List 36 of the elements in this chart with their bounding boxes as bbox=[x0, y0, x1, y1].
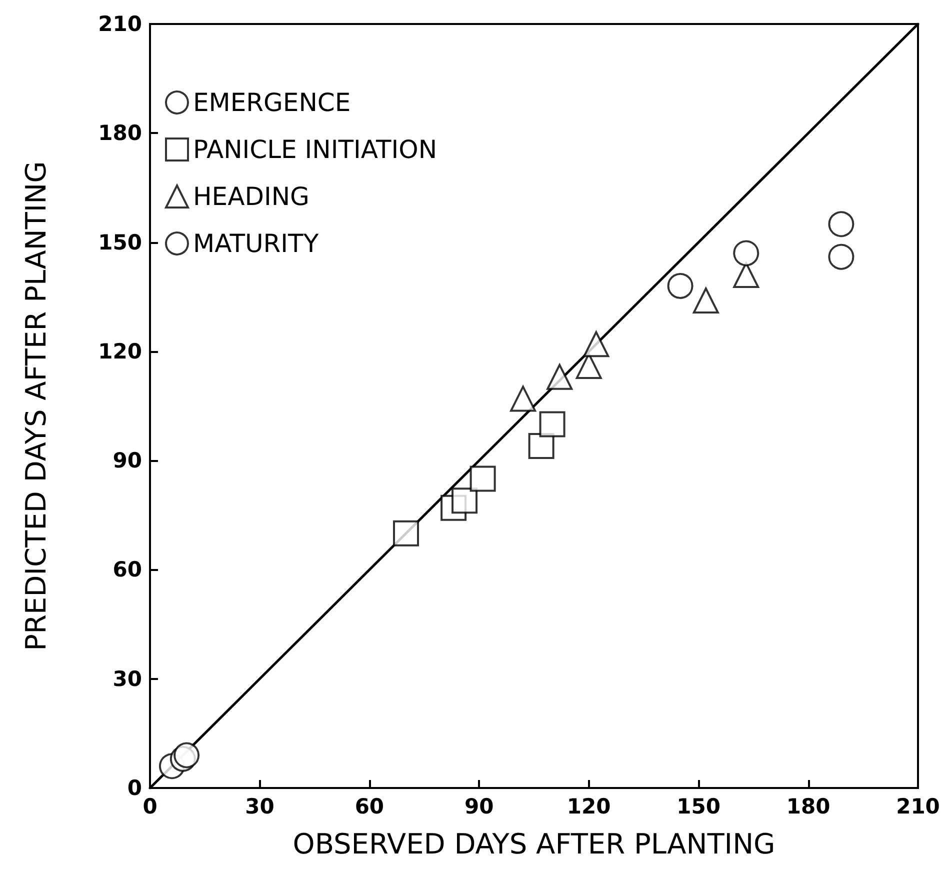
legend-label: MATURITY bbox=[193, 229, 320, 258]
x-tick-label: 30 bbox=[245, 794, 274, 818]
y-tick-label: 60 bbox=[112, 558, 142, 582]
point bbox=[667, 272, 694, 299]
y-axis-title: PREDICTED DAYS AFTER PLANTING bbox=[20, 161, 52, 651]
y-tick-label: 210 bbox=[98, 12, 142, 36]
point bbox=[583, 331, 610, 358]
x-axis-title: OBSERVED DAYS AFTER PLANTING bbox=[292, 828, 776, 860]
point bbox=[692, 287, 719, 314]
point bbox=[470, 466, 496, 492]
y-tick-label: 120 bbox=[98, 339, 142, 364]
x-tick-label: 210 bbox=[896, 794, 940, 818]
y-tick-label: 180 bbox=[98, 121, 142, 146]
point bbox=[733, 240, 760, 266]
x-tick-label: 150 bbox=[676, 794, 720, 818]
x-tick-label: 0 bbox=[142, 794, 158, 818]
y-tick-label: 30 bbox=[112, 666, 142, 691]
point bbox=[510, 386, 536, 412]
point bbox=[528, 433, 554, 460]
y-tick-label: 90 bbox=[112, 448, 142, 473]
x-tick-label: 60 bbox=[354, 794, 384, 818]
x-tick-label: 90 bbox=[464, 794, 494, 818]
point bbox=[546, 364, 573, 390]
point bbox=[174, 742, 200, 768]
y-tick-label: 150 bbox=[98, 230, 142, 254]
x-tick-label: 120 bbox=[566, 794, 611, 818]
legend-label: HEADING bbox=[193, 182, 310, 211]
point bbox=[539, 411, 566, 438]
point bbox=[452, 488, 478, 514]
y-tick-label: 0 bbox=[127, 776, 142, 800]
legend-label: PANICLE INITIATION bbox=[193, 135, 438, 164]
legend-label: EMERGENCE bbox=[193, 88, 351, 117]
x-tick-label: 180 bbox=[786, 794, 830, 818]
point bbox=[828, 244, 854, 270]
point bbox=[393, 520, 419, 546]
point bbox=[828, 211, 854, 238]
